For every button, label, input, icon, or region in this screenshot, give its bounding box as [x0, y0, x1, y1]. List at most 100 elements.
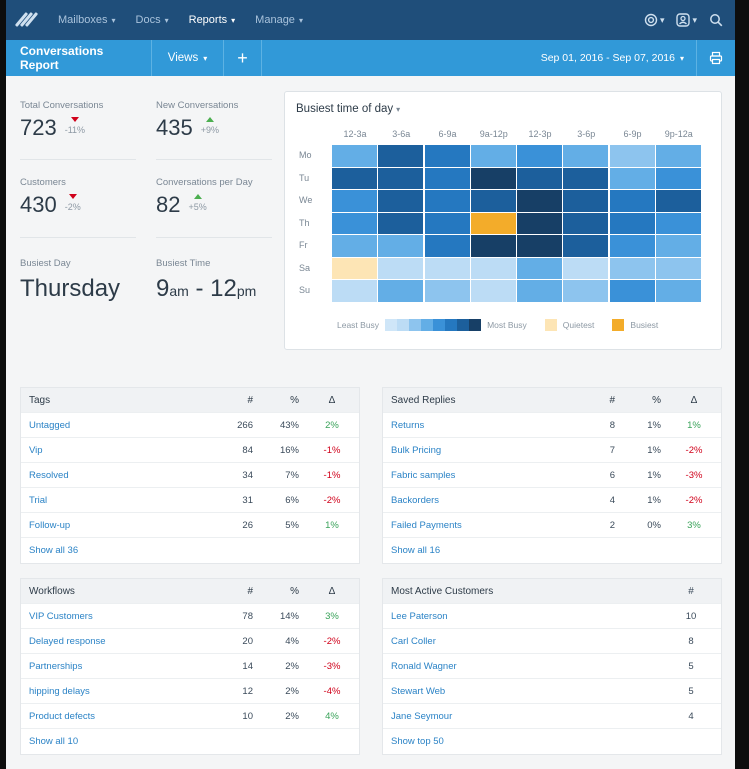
heatmap-cell[interactable]: [424, 145, 470, 167]
heatmap-cell[interactable]: [378, 280, 424, 302]
heatmap-cell[interactable]: [470, 280, 516, 302]
row-link[interactable]: Failed Payments: [391, 519, 462, 531]
heatmap-cell[interactable]: [378, 145, 424, 167]
heatmap-cell[interactable]: [378, 167, 424, 189]
heatmap-cell[interactable]: [563, 280, 609, 302]
heatmap-cell[interactable]: [609, 212, 655, 234]
show-all-link[interactable]: Show all 36: [29, 545, 79, 556]
row-link[interactable]: Returns: [391, 419, 425, 431]
row-link[interactable]: Untagged: [29, 419, 71, 431]
busiest-time-dropdown[interactable]: Busiest time of day ▾: [296, 103, 400, 115]
heatmap-cell[interactable]: [470, 235, 516, 257]
table-row: Resolved 34 7% -1%: [21, 462, 359, 487]
heatmap-cell[interactable]: [470, 257, 516, 279]
row-link[interactable]: Jane Seymour: [391, 710, 453, 722]
heatmap-cell[interactable]: [332, 167, 377, 189]
heatmap-cell[interactable]: [517, 257, 562, 279]
row-link[interactable]: Partnerships: [29, 660, 83, 672]
app-logo-icon[interactable]: [14, 11, 39, 29]
row-link[interactable]: Backorders: [391, 494, 440, 506]
heatmap-cell[interactable]: [424, 235, 470, 257]
heatmap-cell[interactable]: [655, 212, 701, 234]
heatmap-cell[interactable]: [470, 167, 516, 189]
heatmap-cell[interactable]: [609, 235, 655, 257]
heatmap-cell[interactable]: [332, 257, 377, 279]
show-all-link[interactable]: Show top 50: [391, 736, 444, 747]
row-link[interactable]: VIP Customers: [29, 610, 93, 622]
heatmap-cell[interactable]: [563, 167, 609, 189]
row-link[interactable]: Stewart Web: [391, 685, 446, 697]
row-count: 7: [609, 444, 615, 456]
table-row: Vip 84 16% -1%: [21, 437, 359, 462]
row-link[interactable]: Bulk Pricing: [391, 444, 442, 456]
up-arrow-icon: [205, 117, 214, 122]
legend-scale-swatch: [433, 319, 446, 331]
row-link[interactable]: Resolved: [29, 469, 69, 481]
show-all-link[interactable]: Show all 16: [391, 545, 441, 556]
nav-docs[interactable]: Docs ▾: [136, 14, 169, 26]
heatmap-cell[interactable]: [609, 280, 655, 302]
heatmap-cell[interactable]: [470, 190, 516, 212]
heatmap-cell[interactable]: [655, 145, 701, 167]
heatmap-cell[interactable]: [517, 212, 562, 234]
heatmap-cell[interactable]: [332, 280, 377, 302]
heatmap-cell[interactable]: [332, 190, 377, 212]
heatmap-cell[interactable]: [378, 212, 424, 234]
heatmap-cell[interactable]: [609, 257, 655, 279]
add-view-button[interactable]: +: [224, 40, 262, 76]
heatmap-cell[interactable]: [424, 280, 470, 302]
row-link[interactable]: Follow-up: [29, 519, 71, 531]
heatmap-cell[interactable]: [470, 212, 516, 234]
heatmap-cell[interactable]: [470, 145, 516, 167]
heatmap-cell[interactable]: [563, 257, 609, 279]
heatmap-cell[interactable]: [378, 190, 424, 212]
nav-mailboxes[interactable]: Mailboxes ▾: [58, 14, 116, 26]
heatmap-cell[interactable]: [517, 167, 562, 189]
show-all-link[interactable]: Show all 10: [29, 736, 79, 747]
heatmap-cell[interactable]: [378, 257, 424, 279]
heatmap-cell[interactable]: [517, 145, 562, 167]
heatmap-cell[interactable]: [609, 190, 655, 212]
heatmap-cell[interactable]: [655, 235, 701, 257]
heatmap-cell[interactable]: [609, 145, 655, 167]
heatmap-cell[interactable]: [517, 235, 562, 257]
row-link[interactable]: Trial: [29, 494, 48, 506]
views-dropdown[interactable]: Views ▾: [152, 40, 224, 76]
nav-manage[interactable]: Manage ▾: [255, 14, 303, 26]
row-link[interactable]: Delayed response: [29, 635, 106, 647]
help-menu-button[interactable]: ▾: [644, 13, 664, 27]
row-link[interactable]: Vip: [29, 444, 43, 456]
nav-reports[interactable]: Reports ▾: [189, 14, 236, 26]
heatmap-cell[interactable]: [517, 280, 562, 302]
heatmap-cell[interactable]: [424, 212, 470, 234]
heatmap-cell[interactable]: [424, 190, 470, 212]
col-percent-header: %: [652, 394, 661, 406]
account-menu-button[interactable]: ▾: [676, 13, 697, 27]
heatmap-cell[interactable]: [332, 145, 377, 167]
search-button[interactable]: [709, 13, 723, 27]
heatmap-cell[interactable]: [424, 167, 470, 189]
heatmap-cell[interactable]: [563, 235, 609, 257]
heatmap-cell[interactable]: [655, 280, 701, 302]
heatmap-cell[interactable]: [424, 257, 470, 279]
heatmap-cell[interactable]: [563, 212, 609, 234]
heatmap-cell[interactable]: [563, 190, 609, 212]
row-link[interactable]: Product defects: [29, 710, 96, 722]
heatmap-cell[interactable]: [332, 235, 377, 257]
row-link[interactable]: Fabric samples: [391, 469, 456, 481]
print-button[interactable]: [697, 40, 735, 76]
heatmap-cell[interactable]: [655, 167, 701, 189]
heatmap-cell[interactable]: [378, 235, 424, 257]
heatmap-cell[interactable]: [563, 145, 609, 167]
heatmap-cell[interactable]: [517, 190, 562, 212]
row-link[interactable]: hipping delays: [29, 685, 90, 697]
row-link[interactable]: Ronald Wagner: [391, 660, 457, 672]
heatmap-cell[interactable]: [655, 257, 701, 279]
row-link[interactable]: Lee Paterson: [391, 610, 448, 622]
date-range-picker[interactable]: Sep 01, 2016 - Sep 07, 2016 ▾: [529, 40, 697, 76]
heatmap-cell[interactable]: [332, 212, 377, 234]
heatmap-cell[interactable]: [655, 190, 701, 212]
heatmap-cell[interactable]: [609, 167, 655, 189]
row-link[interactable]: Carl Coller: [391, 635, 436, 647]
heatmap-row-label: Th: [299, 217, 310, 228]
